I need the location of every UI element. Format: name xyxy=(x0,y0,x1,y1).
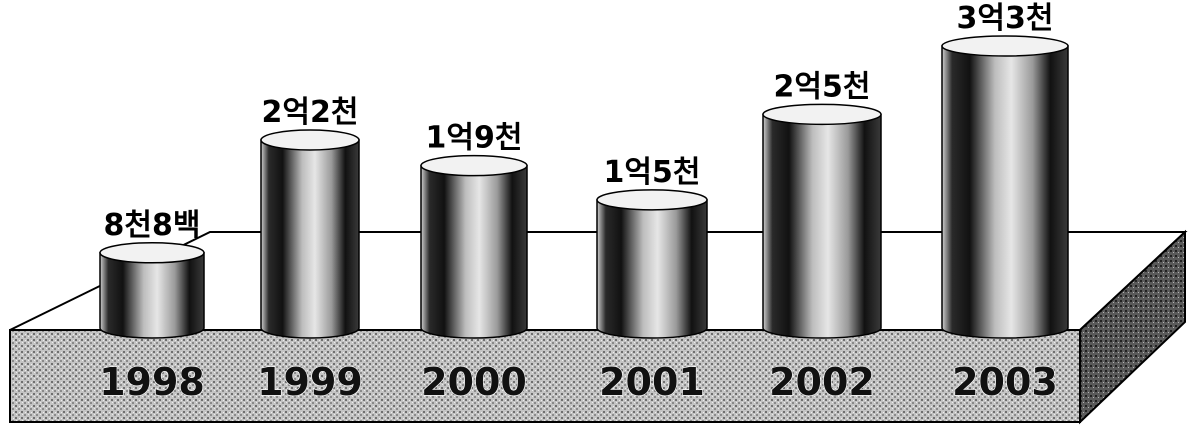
bar-2003 xyxy=(941,35,1069,339)
bar-body xyxy=(941,45,1069,339)
value-label: 8천8백 xyxy=(104,208,201,243)
bar-top xyxy=(99,242,205,264)
category-label: 1998 xyxy=(99,360,205,404)
bar-2000 xyxy=(420,154,528,339)
bar-body xyxy=(596,199,708,339)
bar-top xyxy=(420,154,528,177)
value-label: 2억5천 xyxy=(774,69,871,104)
value-labels-layer: 8천8백 2억2천 1억9천 1억5천 2억5천 3억3천 xyxy=(104,1,1054,243)
bar-body xyxy=(260,139,360,339)
bar-top xyxy=(260,129,360,151)
value-label: 1억5천 xyxy=(604,155,701,190)
category-label: 2003 xyxy=(952,360,1058,404)
category-label: 2002 xyxy=(769,360,875,404)
value-label: 3억3천 xyxy=(957,1,1054,36)
category-label: 2000 xyxy=(421,360,527,404)
bar-top xyxy=(941,35,1069,57)
bar-2002 xyxy=(762,103,882,339)
bar-1998 xyxy=(99,242,205,339)
bars-layer xyxy=(99,35,1069,339)
bar-body xyxy=(99,252,205,339)
bar-top xyxy=(762,103,882,126)
base-side xyxy=(1079,229,1186,425)
value-label: 2억2천 xyxy=(262,95,359,130)
bar-2001 xyxy=(596,189,708,339)
bar-1999 xyxy=(260,129,360,339)
bar-top xyxy=(596,189,708,211)
category-labels-layer: 1998 1999 2000 2001 2002 2003 xyxy=(99,359,1059,404)
value-label: 1억9천 xyxy=(426,121,523,156)
bar-body xyxy=(762,113,882,339)
category-label: 2001 xyxy=(599,360,705,404)
category-label: 1999 xyxy=(257,360,363,404)
bar-body xyxy=(420,164,528,339)
